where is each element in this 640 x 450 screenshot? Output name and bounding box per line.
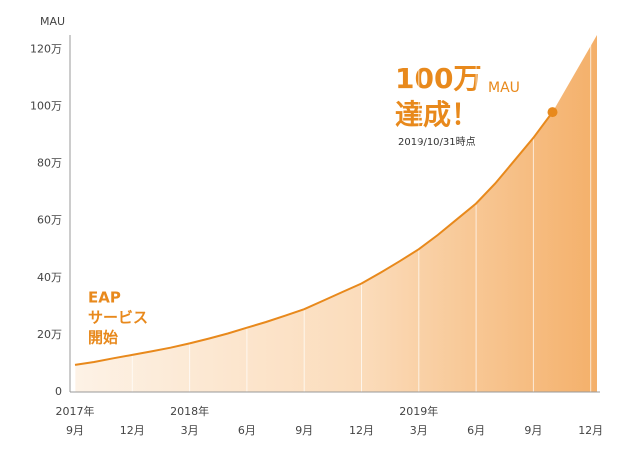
y-axis-title: MAU bbox=[40, 15, 65, 28]
y-tick-label: 80万 bbox=[37, 157, 62, 170]
x-year-label: 2019年 bbox=[399, 404, 438, 418]
start-note: 開始 bbox=[88, 329, 118, 347]
x-tick-label: 9月 bbox=[66, 424, 84, 437]
y-tick-label: 0 bbox=[55, 385, 62, 398]
x-year-label: 2017年 bbox=[56, 404, 95, 418]
y-tick-label: 120万 bbox=[30, 42, 62, 55]
x-year-label: 2018年 bbox=[170, 404, 209, 418]
start-note: EAP bbox=[88, 289, 121, 307]
x-tick-label: 3月 bbox=[410, 424, 428, 437]
x-tick-label: 9月 bbox=[524, 424, 542, 437]
x-tick-label: 12月 bbox=[120, 424, 145, 437]
start-note: サービス bbox=[88, 309, 148, 327]
x-tick-label: 12月 bbox=[349, 424, 374, 437]
y-tick-label: 60万 bbox=[37, 214, 62, 227]
y-tick-label: 100万 bbox=[30, 99, 62, 112]
milestone-number: 100万 bbox=[395, 62, 481, 95]
area-fill bbox=[75, 35, 597, 392]
y-tick-label: 20万 bbox=[37, 328, 62, 341]
milestone-date: 2019/10/31時点 bbox=[398, 136, 476, 148]
line bbox=[74, 111, 554, 366]
milestone-point bbox=[547, 107, 558, 118]
x-tick-label: 12月 bbox=[578, 424, 603, 437]
x-tick-label: 9月 bbox=[295, 424, 313, 437]
x-tick-label: 6月 bbox=[238, 424, 256, 437]
y-tick-label: 40万 bbox=[37, 271, 62, 284]
x-tick-label: 3月 bbox=[181, 424, 199, 437]
milestone-text: 達成！ bbox=[395, 98, 479, 131]
x-tick-label: 6月 bbox=[467, 424, 485, 437]
milestone-unit: MAU bbox=[488, 80, 520, 96]
